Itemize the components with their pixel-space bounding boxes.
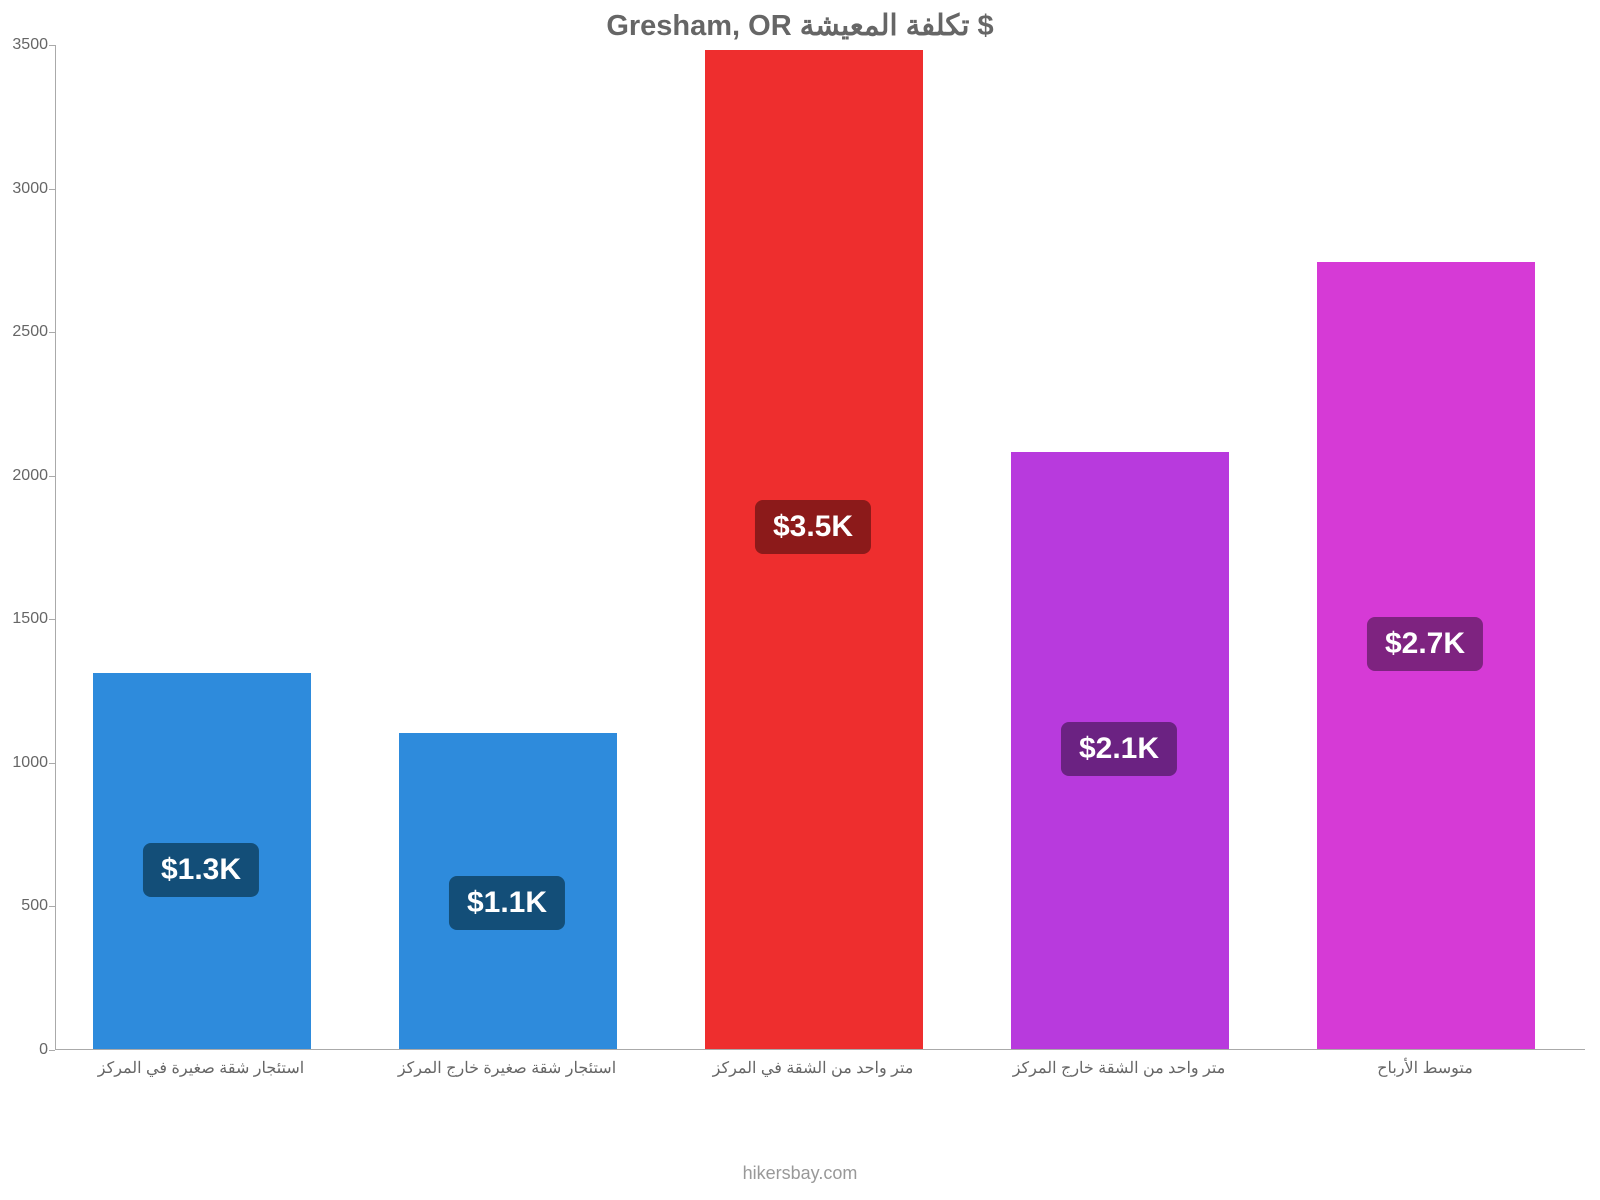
value-badge: $2.7K bbox=[1367, 617, 1483, 671]
bar-chart: Gresham, OR تكلفة المعيشة $ hikersbay.co… bbox=[0, 0, 1600, 1200]
y-tick-mark bbox=[49, 1050, 55, 1051]
chart-title: Gresham, OR تكلفة المعيشة $ bbox=[0, 8, 1600, 43]
y-tick-label: 500 bbox=[21, 897, 48, 915]
y-tick-mark bbox=[49, 45, 55, 46]
x-tick-label: استئجار شقة صغيرة في المركز bbox=[98, 1058, 304, 1078]
x-tick-label: متر واحد من الشقة في المركز bbox=[713, 1058, 914, 1078]
x-tick-label: متوسط الأرباح bbox=[1377, 1058, 1473, 1078]
x-tick-label: استئجار شقة صغيرة خارج المركز bbox=[398, 1058, 616, 1078]
y-tick-mark bbox=[49, 476, 55, 477]
y-tick-label: 2500 bbox=[12, 323, 48, 341]
attribution-text: hikersbay.com bbox=[0, 1163, 1600, 1184]
y-tick-label: 0 bbox=[39, 1041, 48, 1059]
y-tick-mark bbox=[49, 189, 55, 190]
y-tick-label: 3500 bbox=[12, 36, 48, 54]
value-badge: $2.1K bbox=[1061, 722, 1177, 776]
y-tick-mark bbox=[49, 332, 55, 333]
y-tick-mark bbox=[49, 763, 55, 764]
y-tick-mark bbox=[49, 619, 55, 620]
y-tick-label: 3000 bbox=[12, 180, 48, 198]
y-tick-mark bbox=[49, 906, 55, 907]
y-tick-label: 2000 bbox=[12, 467, 48, 485]
value-badge: $1.1K bbox=[449, 876, 565, 930]
value-badge: $1.3K bbox=[143, 843, 259, 897]
y-tick-label: 1500 bbox=[12, 610, 48, 628]
y-tick-label: 1000 bbox=[12, 754, 48, 772]
x-tick-label: متر واحد من الشقة خارج المركز bbox=[1013, 1058, 1226, 1078]
value-badge: $3.5K bbox=[755, 500, 871, 554]
